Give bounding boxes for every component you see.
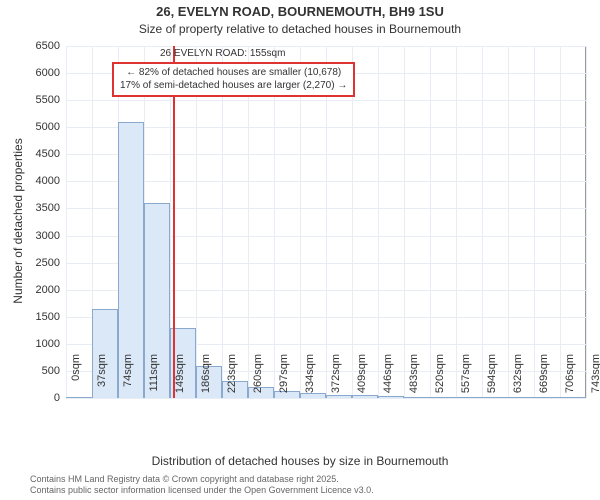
y-tick-label: 1000 [20,338,66,350]
property-size-chart: 26, EVELYN ROAD, BOURNEMOUTH, BH9 1SU Si… [0,0,600,500]
gridline-v [300,46,301,398]
x-tick-label: 594sqm [486,354,498,404]
gridline-v [508,46,509,398]
gridline-v [196,46,197,398]
x-tick-label: 632sqm [512,354,524,404]
gridline-v [586,46,587,398]
x-tick-label: 37sqm [96,354,108,404]
x-tick-label: 520sqm [434,354,446,404]
gridline-v [326,46,327,398]
x-axis-label: Distribution of detached houses by size … [0,454,600,468]
annotation-title: 26 EVELYN ROAD: 155sqm [160,48,285,59]
chart-title-line1: 26, EVELYN ROAD, BOURNEMOUTH, BH9 1SU [0,4,600,19]
x-tick-label: 706sqm [564,354,576,404]
y-tick-label: 3500 [20,202,66,214]
gridline-v [560,46,561,398]
y-tick-label: 6000 [20,67,66,79]
x-tick-label: 483sqm [408,354,420,404]
y-tick-label: 0 [20,392,66,404]
gridline-h [66,398,586,399]
x-tick-label: 297sqm [278,354,290,404]
footnote-line2: Contains public sector information licen… [30,485,374,496]
y-tick-label: 1500 [20,311,66,323]
gridline-v [274,46,275,398]
x-tick-label: 557sqm [460,354,472,404]
y-tick-label: 500 [20,365,66,377]
y-tick-label: 6500 [20,40,66,52]
gridline-v [66,46,67,398]
gridline-v [534,46,535,398]
annotation-line1: ← 82% of detached houses are smaller (10… [120,67,347,80]
x-tick-label: 446sqm [382,354,394,404]
x-tick-label: 223sqm [226,354,238,404]
x-tick-label: 0sqm [70,354,82,404]
y-tick-label: 4500 [20,148,66,160]
x-tick-label: 669sqm [538,354,550,404]
y-axis-label: Number of detached properties [11,45,25,397]
footnote: Contains HM Land Registry data © Crown c… [30,474,374,497]
x-tick-label: 186sqm [200,354,212,404]
x-tick-label: 74sqm [122,354,134,404]
x-tick-label: 743sqm [590,354,600,404]
y-tick-label: 2000 [20,284,66,296]
gridline-v [248,46,249,398]
y-tick-label: 3000 [20,230,66,242]
x-tick-label: 260sqm [252,354,264,404]
gridline-v [352,46,353,398]
annotation-line2: 17% of semi-detached houses are larger (… [120,80,347,93]
y-tick-label: 2500 [20,257,66,269]
x-tick-label: 111sqm [148,354,160,404]
gridline-v [404,46,405,398]
gridline-v [222,46,223,398]
x-tick-label: 409sqm [356,354,368,404]
gridline-v [378,46,379,398]
x-tick-label: 149sqm [174,354,186,404]
y-tick-label: 5500 [20,94,66,106]
annotation-box: ← 82% of detached houses are smaller (10… [112,62,355,97]
plot-area: 0500100015002000250030003500400045005000… [66,46,586,398]
gridline-v [456,46,457,398]
footnote-line1: Contains HM Land Registry data © Crown c… [30,474,374,485]
gridline-v [430,46,431,398]
x-tick-label: 334sqm [304,354,316,404]
x-tick-label: 372sqm [330,354,342,404]
chart-title-line2: Size of property relative to detached ho… [0,22,600,36]
reference-vline [173,46,175,398]
gridline-v [482,46,483,398]
y-tick-label: 5000 [20,121,66,133]
y-tick-label: 4000 [20,175,66,187]
